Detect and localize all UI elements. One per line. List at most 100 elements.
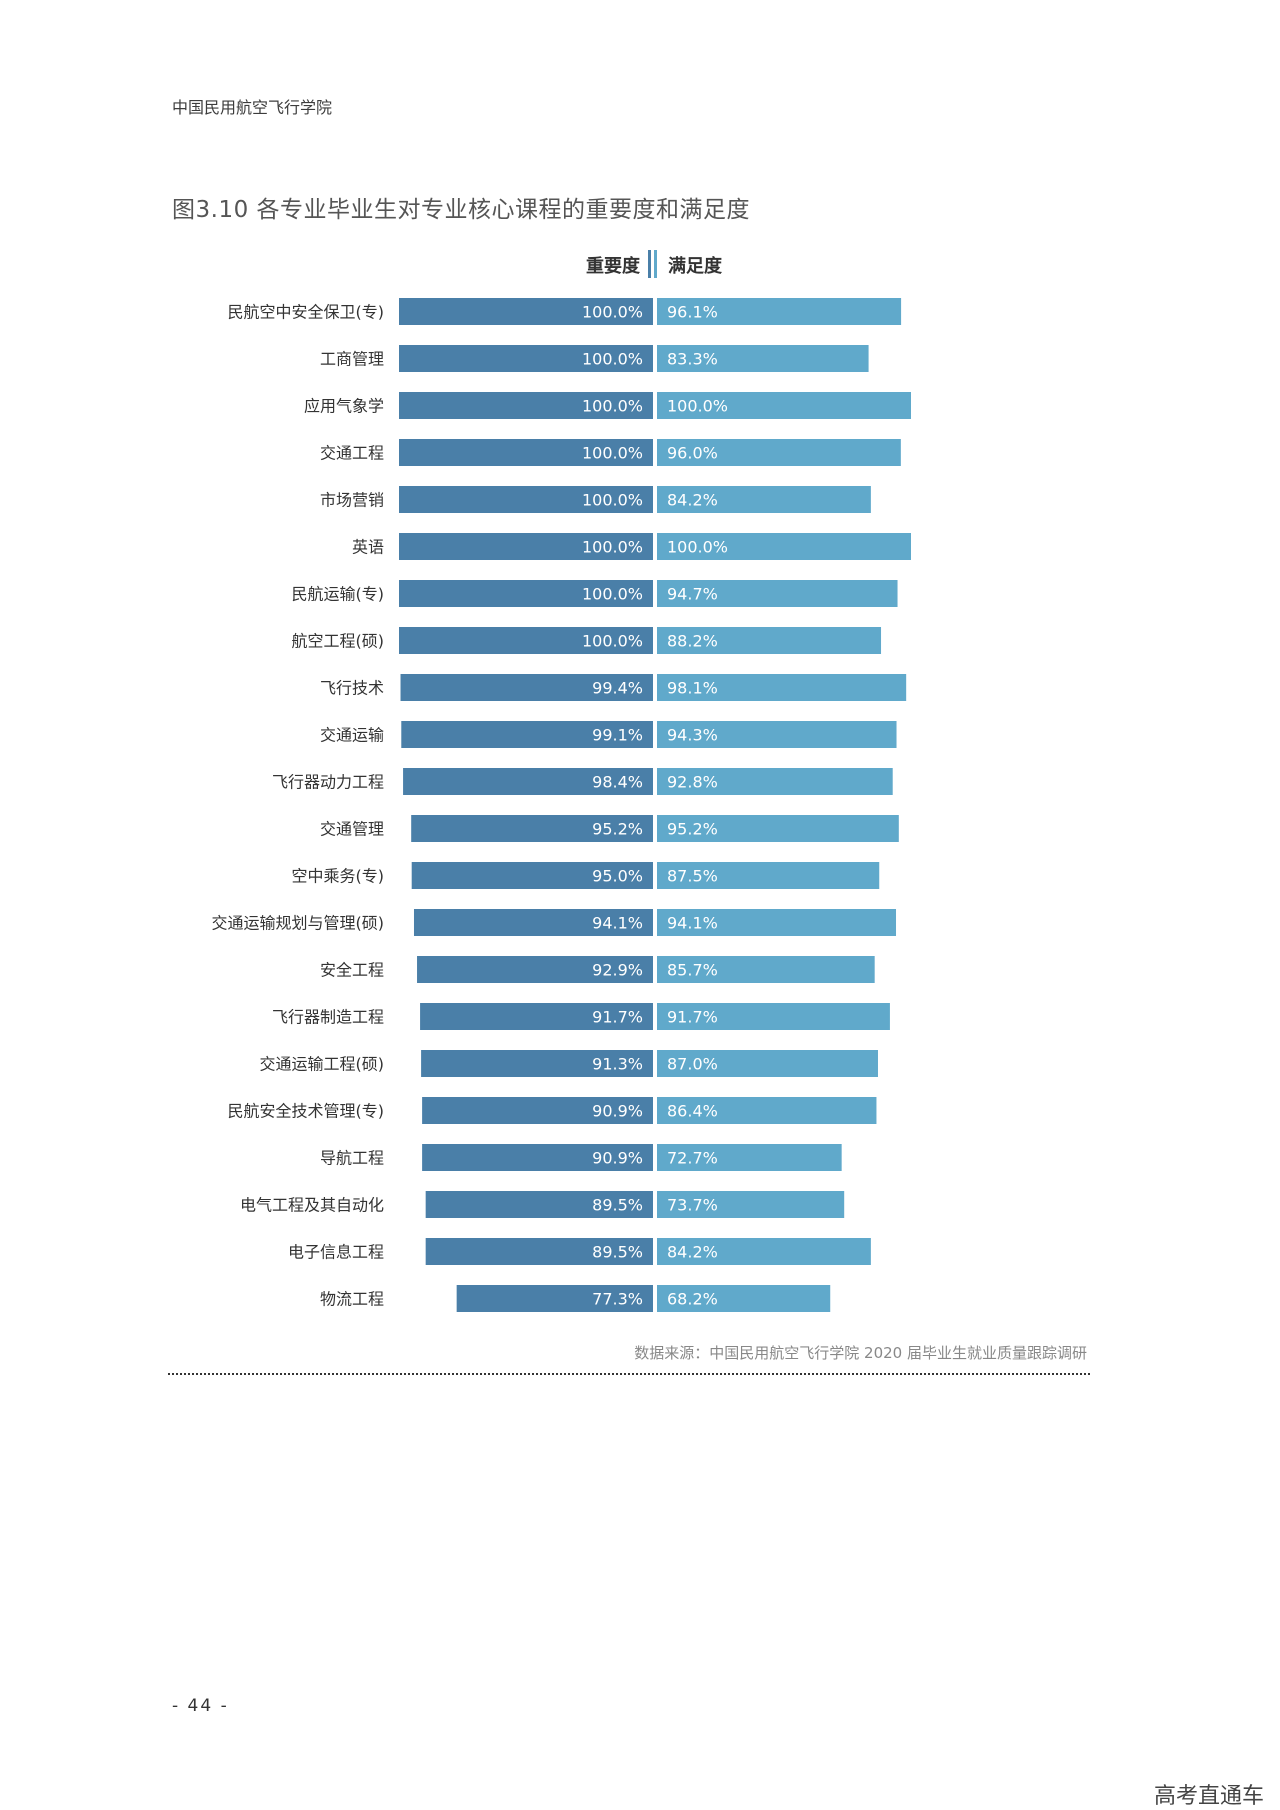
satisfaction-value-label: 88.2%	[667, 632, 718, 651]
category-label: 物流工程	[320, 1290, 384, 1309]
satisfaction-bar	[657, 1097, 877, 1124]
category-label: 民航安全技术管理(专)	[228, 1102, 385, 1121]
satisfaction-bar	[657, 1050, 878, 1077]
importance-bar	[399, 627, 653, 654]
satisfaction-bar	[657, 345, 869, 372]
satisfaction-bar	[657, 1191, 845, 1218]
satisfaction-bar	[657, 862, 880, 889]
satisfaction-value-label: 84.2%	[667, 1243, 718, 1262]
satisfaction-value-label: 95.2%	[667, 820, 718, 839]
importance-bar	[420, 1003, 653, 1030]
satisfaction-value-label: 98.1%	[667, 679, 718, 698]
satisfaction-bar	[657, 392, 911, 419]
importance-value-label: 89.5%	[592, 1196, 643, 1215]
category-label: 民航空中安全保卫(专)	[228, 303, 385, 322]
satisfaction-bar	[657, 674, 907, 701]
satisfaction-value-label: 68.2%	[667, 1290, 718, 1309]
category-label: 工商管理	[320, 350, 384, 369]
importance-value-label: 95.2%	[592, 820, 643, 839]
importance-value-label: 91.7%	[592, 1008, 643, 1027]
importance-value-label: 90.9%	[592, 1102, 643, 1121]
satisfaction-bar	[657, 956, 875, 983]
category-label: 市场营销	[320, 491, 384, 510]
importance-bar	[411, 862, 653, 889]
data-source-note: 数据来源：中国民用航空飞行学院 2020 届毕业生就业质量跟踪调研	[634, 1344, 1087, 1362]
satisfaction-value-label: 91.7%	[667, 1008, 718, 1027]
satisfaction-value-label: 100.0%	[667, 397, 728, 416]
category-label: 空中乘务(专)	[292, 867, 385, 886]
satisfaction-value-label: 83.3%	[667, 350, 718, 369]
legend-divider-importance	[648, 250, 651, 278]
satisfaction-bar	[657, 1238, 871, 1265]
importance-bar	[413, 909, 653, 936]
category-label: 飞行技术	[320, 679, 384, 698]
satisfaction-value-label: 96.1%	[667, 303, 718, 322]
importance-value-label: 100.0%	[582, 491, 643, 510]
importance-value-label: 100.0%	[582, 397, 643, 416]
importance-bar	[399, 392, 653, 419]
importance-value-label: 89.5%	[592, 1243, 643, 1262]
category-label: 英语	[352, 538, 384, 557]
category-label: 交通运输工程(硕)	[260, 1055, 385, 1074]
category-label: 交通工程	[320, 444, 384, 463]
satisfaction-value-label: 100.0%	[667, 538, 728, 557]
category-label: 交通管理	[320, 820, 384, 839]
category-label: 飞行器制造工程	[272, 1008, 384, 1027]
satisfaction-value-label: 84.2%	[667, 491, 718, 510]
satisfaction-bar	[657, 768, 893, 795]
satisfaction-value-label: 94.1%	[667, 914, 718, 933]
importance-bar	[399, 439, 653, 466]
legend-importance: 重要度	[586, 256, 640, 277]
category-label: 电子信息工程	[288, 1243, 384, 1262]
dotted-divider	[168, 1373, 1090, 1375]
satisfaction-bar	[657, 533, 911, 560]
importance-bar	[400, 674, 653, 701]
importance-value-label: 100.0%	[582, 632, 643, 651]
importance-bar	[399, 486, 653, 513]
satisfaction-value-label: 85.7%	[667, 961, 718, 980]
satisfaction-bar	[657, 909, 897, 936]
satisfaction-bar	[657, 1144, 842, 1171]
importance-value-label: 100.0%	[582, 303, 643, 322]
importance-bar	[399, 533, 653, 560]
importance-bar	[399, 345, 653, 372]
satisfaction-bar	[657, 627, 882, 654]
importance-bar	[421, 1050, 653, 1077]
importance-bar	[399, 298, 653, 325]
satisfaction-bar	[657, 815, 899, 842]
importance-bar	[417, 956, 653, 983]
importance-value-label: 100.0%	[582, 444, 643, 463]
page-number: - 44 -	[172, 1696, 229, 1716]
importance-value-label: 77.3%	[592, 1290, 643, 1309]
importance-value-label: 100.0%	[582, 585, 643, 604]
importance-bar	[425, 1191, 653, 1218]
chart-title: 图3.10 各专业毕业生对专业核心课程的重要度和满足度	[172, 197, 751, 223]
importance-bar	[422, 1144, 653, 1171]
importance-bar	[399, 580, 653, 607]
importance-value-label: 95.0%	[592, 867, 643, 886]
satisfaction-value-label: 73.7%	[667, 1196, 718, 1215]
legend-divider-satisfaction	[654, 250, 657, 278]
category-label: 导航工程	[320, 1149, 384, 1168]
satisfaction-value-label: 92.8%	[667, 773, 718, 792]
satisfaction-value-label: 72.7%	[667, 1149, 718, 1168]
satisfaction-bar	[657, 1003, 890, 1030]
satisfaction-bar	[657, 486, 871, 513]
document-header: 中国民用航空飞行学院	[172, 98, 333, 117]
satisfaction-value-label: 87.5%	[667, 867, 718, 886]
importance-value-label: 99.4%	[592, 679, 643, 698]
category-label: 民航运输(专)	[292, 585, 385, 604]
category-label: 交通运输	[320, 726, 384, 745]
satisfaction-bar	[657, 298, 902, 325]
importance-bar	[425, 1238, 653, 1265]
satisfaction-value-label: 94.7%	[667, 585, 718, 604]
category-label: 电气工程及其自动化	[240, 1196, 384, 1215]
watermark: 高考直通车	[1153, 1784, 1264, 1809]
category-label: 航空工程(硕)	[292, 632, 385, 651]
importance-bar	[403, 768, 653, 795]
importance-value-label: 98.4%	[592, 773, 643, 792]
satisfaction-bar	[657, 580, 898, 607]
importance-bar	[422, 1097, 653, 1124]
importance-value-label: 90.9%	[592, 1149, 643, 1168]
importance-value-label: 100.0%	[582, 350, 643, 369]
